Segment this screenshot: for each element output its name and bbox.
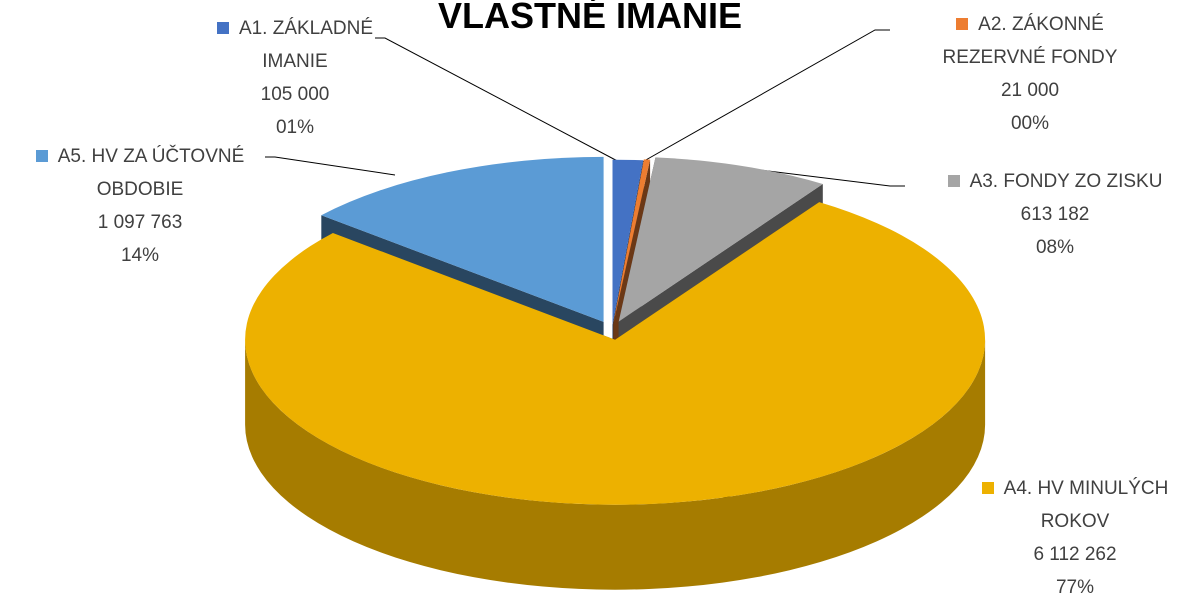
slice-wall (245, 339, 986, 590)
slice (618, 157, 823, 322)
value-label: 1 097 763 (97, 212, 183, 233)
value-label-row: 105 000 (195, 78, 395, 111)
percent-label-row: 08% (905, 231, 1197, 264)
data-label: A2. ZÁKONNÉ REZERVNÉ FONDY 21 000 00% (925, 8, 1135, 140)
slice (245, 202, 986, 505)
category-label: A4. HV MINULÝCH ROKOV (1003, 478, 1169, 532)
leader-line (375, 37, 626, 166)
value-label-row: 6 112 262 (955, 538, 1195, 571)
legend-swatch (956, 18, 969, 30)
value-label-row: 21 000 (925, 74, 1135, 107)
percent-label: 77% (1055, 577, 1095, 593)
data-label: A4. HV MINULÝCH ROKOV 6 112 262 77% (955, 472, 1195, 593)
leader-line (759, 169, 905, 187)
slice (321, 156, 604, 322)
legend-swatch (947, 175, 960, 187)
percent-label-row: 00% (925, 107, 1135, 140)
category-label-row: A4. HV MINULÝCH ROKOV (955, 472, 1195, 538)
data-label: A1. ZÁKLADNÉ IMANIE 105 000 01% (195, 12, 395, 144)
legend-swatch (981, 482, 994, 494)
category-label: A5. HV ZA ÚČTOVNÉ OBDOBIE (57, 146, 245, 200)
value-label: 6 112 262 (1033, 544, 1117, 565)
value-label-row: 613 182 (905, 198, 1197, 231)
value-label-row: 1 097 763 (0, 206, 280, 239)
category-label: A2. ZÁKONNÉ REZERVNÉ FONDY (942, 14, 1118, 68)
percent-label: 14% (120, 245, 160, 266)
slice (613, 159, 651, 324)
legend-swatch (216, 22, 229, 34)
category-label-row: A1. ZÁKLADNÉ IMANIE (195, 12, 395, 78)
legend-swatch (35, 150, 48, 162)
pie (245, 156, 986, 590)
data-label: A5. HV ZA ÚČTOVNÉ OBDOBIE 1 097 763 14% (0, 140, 280, 272)
chart-title: VLASTNÉ IMANIE (438, 0, 742, 36)
slice (612, 159, 644, 325)
percent-label-row: 14% (0, 239, 280, 272)
percent-label: 01% (275, 117, 315, 138)
category-label: A3. FONDY ZO ZISKU (969, 171, 1163, 192)
percent-label-row: 01% (195, 111, 395, 144)
data-label: A3. FONDY ZO ZISKU 613 182 08% (905, 165, 1197, 264)
category-label: A1. ZÁKLADNÉ IMANIE (238, 18, 374, 72)
leader-line (265, 156, 396, 176)
value-label: 105 000 (260, 84, 330, 105)
percent-label-row: 77% (955, 571, 1195, 593)
leader-line (636, 29, 890, 166)
value-label: 21 000 (1000, 80, 1060, 101)
percent-label: 00% (1010, 113, 1050, 134)
category-label-row: A5. HV ZA ÚČTOVNÉ OBDOBIE (0, 140, 280, 206)
percent-label: 08% (1035, 237, 1075, 258)
category-label-row: A3. FONDY ZO ZISKU (905, 165, 1197, 198)
category-label-row: A2. ZÁKONNÉ REZERVNÉ FONDY (925, 8, 1135, 74)
value-label: 613 182 (1020, 204, 1090, 225)
